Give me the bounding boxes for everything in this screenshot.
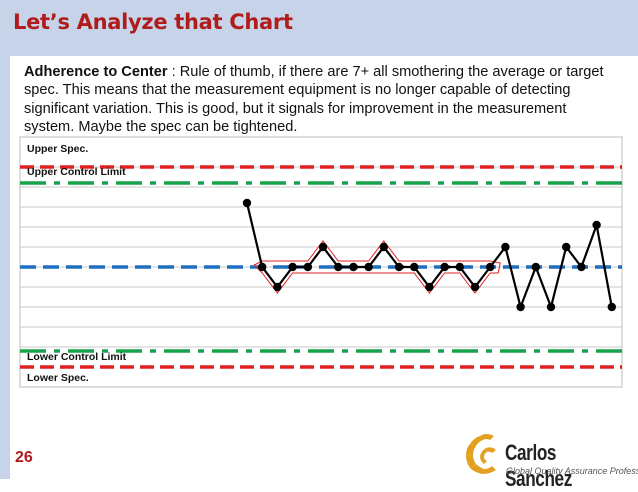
data-point — [364, 262, 373, 272]
data-point — [425, 282, 434, 292]
data-point — [334, 262, 343, 272]
data-point — [501, 242, 510, 252]
data-point — [349, 262, 358, 272]
logo-emblem-icon — [466, 434, 496, 474]
data-point — [516, 302, 525, 312]
upper-spec-label: Upper Spec. — [27, 143, 88, 155]
data-series — [242, 198, 616, 312]
chart-frame — [19, 136, 623, 388]
lower-control-label: Lower Control Limit — [27, 351, 127, 363]
data-point — [242, 198, 252, 208]
data-point — [592, 220, 601, 230]
limit-lines — [20, 165, 622, 369]
data-point — [562, 242, 571, 252]
data-point — [394, 262, 404, 272]
logo-tagline: Global Quality Assurance Professional — [506, 466, 638, 476]
page-number: 26 — [15, 449, 33, 466]
data-point — [486, 262, 495, 272]
title-band — [0, 0, 638, 56]
data-point — [577, 262, 586, 272]
data-point — [440, 262, 449, 272]
data-point — [303, 262, 312, 272]
adherence-envelope — [253, 240, 501, 294]
data-point — [470, 282, 480, 292]
upper-control-label: Upper Control Limit — [27, 166, 126, 178]
data-point — [410, 262, 419, 272]
body-text: Adherence to Center : Rule of thumb, if … — [24, 63, 614, 136]
data-point — [455, 262, 464, 272]
data-point — [273, 282, 282, 292]
data-point — [607, 302, 616, 312]
body-bold-term: Adherence to Center — [24, 64, 168, 80]
data-point — [546, 302, 556, 312]
limit-labels: Upper Spec. Upper Control Limit Lower Co… — [27, 143, 127, 384]
left-accent-bar — [0, 0, 10, 479]
data-point — [288, 262, 297, 272]
data-point — [531, 262, 540, 272]
data-point — [258, 262, 267, 272]
adherence-highlight — [253, 240, 501, 294]
control-chart: Upper Spec. Upper Control Limit Lower Co… — [19, 136, 623, 388]
slide-title: Let’s Analyze that Chart — [13, 10, 293, 34]
data-point — [318, 242, 328, 252]
data-point — [379, 242, 388, 252]
lower-spec-label: Lower Spec. — [27, 372, 89, 384]
body-description: : Rule of thumb, if there are 7+ all smo… — [24, 64, 604, 135]
